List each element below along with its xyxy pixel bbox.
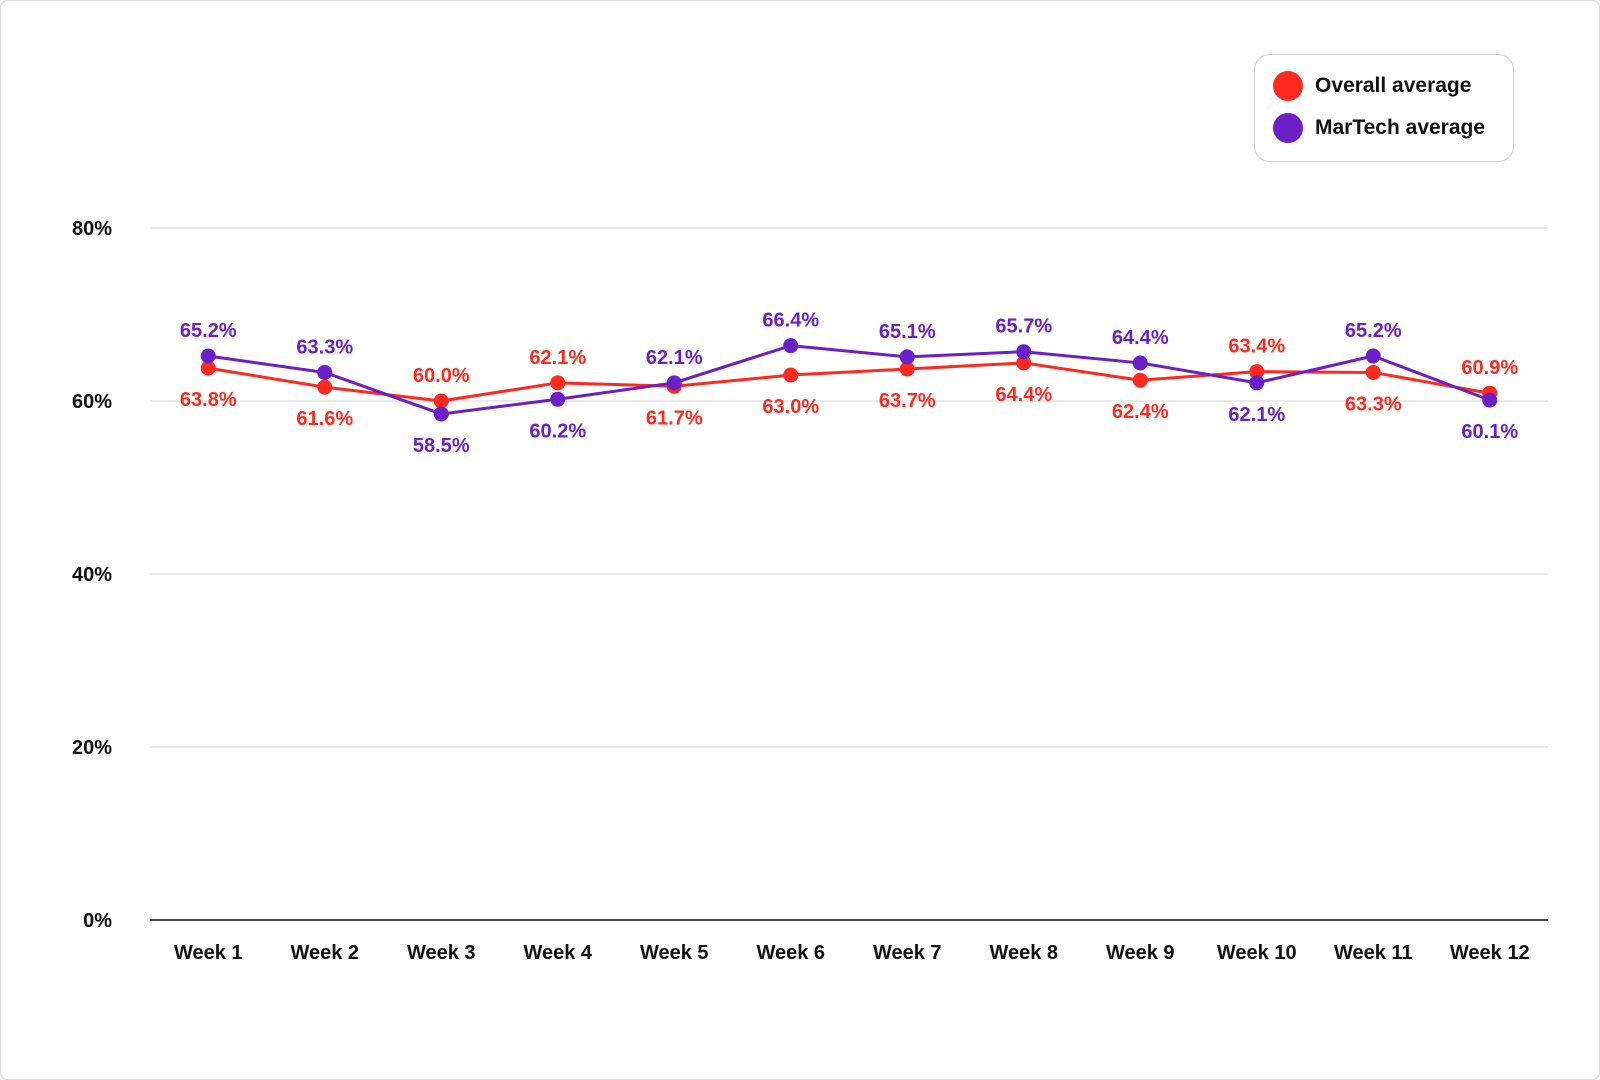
legend-swatch-overall	[1273, 71, 1303, 101]
legend-item-overall: Overall average	[1273, 71, 1471, 101]
data-label-overall: 61.6%	[296, 408, 353, 430]
data-point-overall	[1365, 364, 1381, 380]
data-label-overall: 60.0%	[413, 365, 470, 387]
data-label-martech: 66.4%	[762, 310, 819, 332]
data-label-martech: 65.1%	[879, 321, 936, 343]
data-point-martech	[783, 338, 799, 354]
data-label-martech: 65.2%	[1345, 320, 1402, 342]
x-tick-label: Week 10	[1217, 942, 1297, 964]
y-axis-ticks: 0% 20% 40% 60% 80%	[72, 218, 112, 932]
data-label-martech: 60.1%	[1461, 421, 1518, 443]
data-label-martech: 62.1%	[646, 347, 703, 369]
legend: Overall average MarTech average	[1254, 54, 1514, 162]
legend-label-overall: Overall average	[1315, 74, 1472, 97]
data-point-overall	[899, 361, 915, 377]
data-point-martech	[1132, 355, 1148, 371]
data-point-martech	[1249, 375, 1265, 391]
data-label-martech: 65.7%	[995, 316, 1052, 338]
data-point-martech	[200, 348, 216, 364]
x-tick-label: Week 11	[1334, 942, 1413, 964]
x-tick-label: Week 7	[873, 942, 942, 964]
x-tick-label: Week 4	[523, 942, 592, 964]
y-tick-label: 60%	[72, 391, 112, 413]
data-point-martech	[1365, 348, 1381, 364]
data-point-overall	[1016, 355, 1032, 371]
data-labels: 63.8% 61.6% 60.0% 62.1% 61.7% 63.0% 63.7% 64.4%…	[180, 310, 1518, 457]
series-line-martech	[208, 344, 1491, 416]
data-point-overall	[433, 393, 449, 409]
x-tick-label: Week 5	[640, 942, 709, 964]
y-tick-label: 0%	[83, 910, 112, 932]
series-lines	[208, 344, 1491, 416]
data-label-overall: 63.8%	[180, 389, 237, 411]
data-point-overall	[1249, 364, 1265, 380]
x-tick-label: Week 3	[407, 942, 476, 964]
data-label-overall: 60.9%	[1461, 357, 1518, 379]
data-point-martech	[433, 406, 449, 422]
series-points	[200, 338, 1498, 422]
data-label-overall: 63.0%	[762, 396, 819, 418]
data-point-martech	[550, 391, 566, 407]
data-label-overall: 63.4%	[1228, 336, 1285, 358]
legend-swatch-martech	[1273, 113, 1303, 143]
x-tick-label: Week 8	[989, 942, 1058, 964]
data-label-martech: 62.1%	[1228, 404, 1285, 426]
data-point-overall	[783, 367, 799, 383]
data-label-martech: 63.3%	[296, 336, 353, 358]
legend-item-martech: MarTech average	[1273, 113, 1485, 143]
data-label-overall: 63.7%	[879, 390, 936, 412]
legend-label-martech: MarTech average	[1315, 116, 1486, 139]
series-line-overall	[208, 361, 1491, 403]
x-tick-label: Week 2	[290, 942, 359, 964]
data-label-martech: 60.2%	[529, 420, 586, 442]
y-tick-label: 40%	[72, 564, 112, 586]
data-point-overall	[1132, 372, 1148, 388]
data-point-martech	[1016, 344, 1032, 360]
data-point-martech	[899, 349, 915, 365]
data-point-martech	[317, 364, 333, 380]
x-tick-label: Week 1	[174, 942, 243, 964]
gridlines	[150, 227, 1548, 921]
x-axis-ticks: Week 1 Week 2 Week 3 Week 4 Week 5 Week 6 Week…	[174, 942, 1530, 964]
data-label-martech: 64.4%	[1112, 327, 1169, 349]
data-label-overall: 61.7%	[646, 407, 703, 429]
x-tick-label: Week 6	[756, 942, 825, 964]
data-point-martech	[666, 375, 682, 391]
y-tick-label: 20%	[72, 737, 112, 759]
y-tick-label: 80%	[72, 218, 112, 240]
x-tick-label: Week 9	[1106, 942, 1175, 964]
data-label-overall: 62.1%	[529, 347, 586, 369]
data-label-martech: 58.5%	[413, 435, 470, 457]
x-tick-label: Week 12	[1450, 942, 1530, 964]
data-label-martech: 65.2%	[180, 320, 237, 342]
data-label-overall: 63.3%	[1345, 393, 1402, 415]
data-label-overall: 64.4%	[995, 384, 1052, 406]
data-label-overall: 62.4%	[1112, 401, 1169, 423]
data-point-martech	[1482, 392, 1498, 408]
data-point-overall	[550, 375, 566, 391]
data-point-overall	[200, 360, 216, 376]
data-point-overall	[317, 379, 333, 395]
